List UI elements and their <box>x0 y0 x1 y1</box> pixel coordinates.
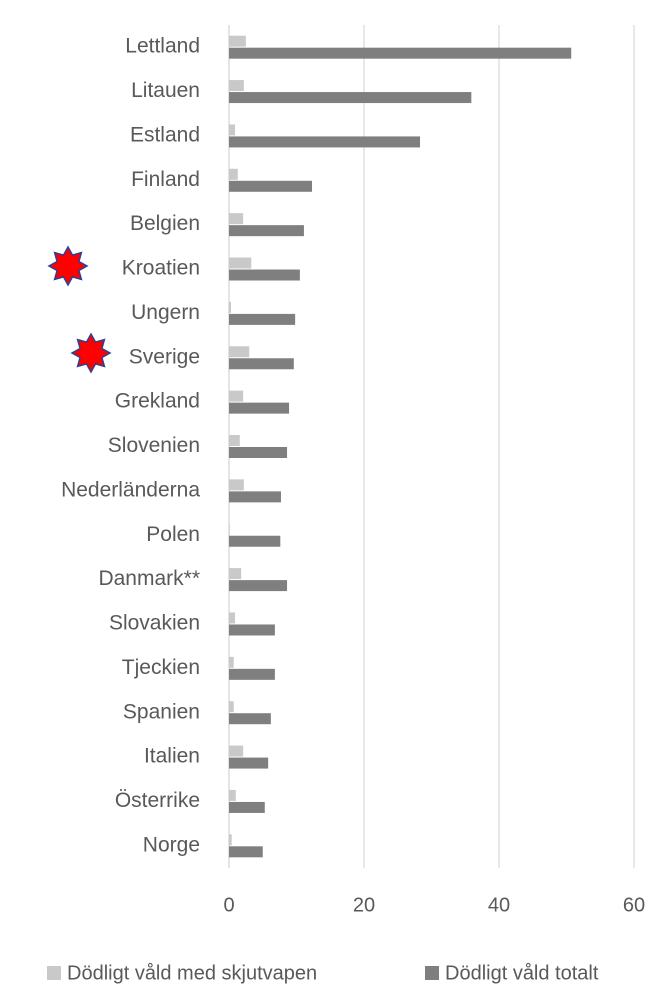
y-tick-label: Estland <box>130 123 200 146</box>
y-tick-label: Ungern <box>131 301 200 324</box>
bar <box>229 435 240 446</box>
x-tick-label: 20 <box>353 894 375 916</box>
bar <box>229 124 236 136</box>
y-tick-label: Lettland <box>125 35 200 58</box>
y-tick-label: Litauen <box>131 79 200 102</box>
x-tick-label: 40 <box>488 894 510 916</box>
bar <box>229 180 313 192</box>
legend-swatch <box>47 966 61 980</box>
bar <box>229 757 269 769</box>
bar <box>229 269 300 281</box>
bar <box>229 834 232 846</box>
bar <box>229 656 234 668</box>
legend-label: Dödligt våld totalt <box>445 962 599 984</box>
bar <box>229 390 244 402</box>
y-tick-label: Slovenien <box>108 434 200 457</box>
bar <box>229 225 304 237</box>
bar <box>229 535 281 547</box>
legend-label: Dödligt våld med skjutvapen <box>67 962 317 984</box>
y-tick-label: Polen <box>146 523 200 546</box>
y-tick-label: Finland <box>131 168 200 191</box>
bar <box>229 479 244 491</box>
bar <box>229 402 290 414</box>
y-tick-label: Tjeckien <box>122 656 200 679</box>
y-tick-label: Nederländerna <box>61 478 200 501</box>
x-tick-label: 60 <box>623 894 645 916</box>
bar <box>229 447 288 458</box>
x-tick-label: 0 <box>223 894 234 916</box>
bar <box>229 523 230 535</box>
bar <box>229 35 246 47</box>
star-marker <box>47 245 89 287</box>
bar <box>229 580 288 592</box>
bar <box>229 713 271 725</box>
y-tick-label: Belgien <box>130 212 200 235</box>
bar <box>229 313 296 325</box>
y-tick-label: Norge <box>143 833 200 856</box>
bar <box>229 745 244 757</box>
bar <box>229 136 421 148</box>
bar <box>229 257 252 269</box>
bar <box>229 80 244 92</box>
bar <box>229 801 265 813</box>
y-tick-label: Österrike <box>115 789 200 812</box>
y-tick-label: Grekland <box>115 390 200 413</box>
bar <box>229 612 236 624</box>
bar <box>229 168 238 180</box>
bar <box>229 346 250 358</box>
bar <box>229 789 236 801</box>
y-tick-label: Spanien <box>123 700 200 723</box>
bar <box>229 301 232 313</box>
bar <box>229 47 572 59</box>
bar <box>229 701 234 713</box>
bar <box>229 92 472 104</box>
star-marker <box>70 332 112 374</box>
bar <box>229 624 275 636</box>
y-tick-label: Kroatien <box>122 257 200 280</box>
y-tick-label: Italien <box>144 745 200 768</box>
y-tick-label: Danmark** <box>98 567 200 590</box>
y-tick-label: Slovakien <box>109 612 200 635</box>
y-tick-label: Sverige <box>129 345 200 368</box>
bar <box>229 491 281 503</box>
bar <box>229 668 275 680</box>
legend-swatch <box>425 966 439 980</box>
bar <box>229 568 242 580</box>
bar <box>229 846 263 858</box>
bar <box>229 213 244 225</box>
bar <box>229 358 294 370</box>
